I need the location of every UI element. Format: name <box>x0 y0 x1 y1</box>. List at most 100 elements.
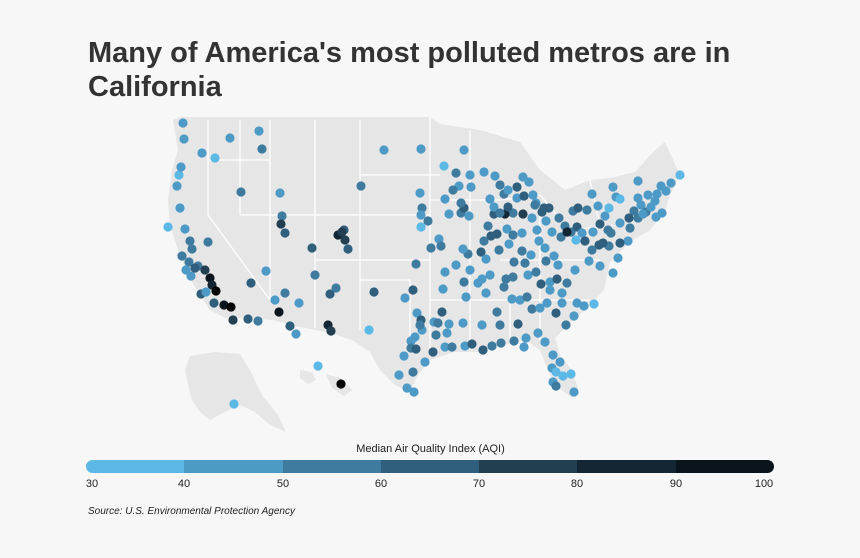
metro-dot <box>553 260 563 270</box>
metro-dot <box>364 325 374 335</box>
metro-dot <box>527 213 537 223</box>
metro-dot <box>508 272 518 282</box>
hawaii-shape <box>300 370 352 396</box>
metro-dot <box>201 287 211 297</box>
metro-dot <box>633 176 643 186</box>
metro-dot <box>534 236 544 246</box>
metro-dot <box>573 203 583 213</box>
metro-dot <box>176 162 186 172</box>
metro-dot <box>459 145 469 155</box>
metro-dot <box>517 246 527 256</box>
chart-title: Many of America's most polluted metros a… <box>88 37 731 103</box>
metro-dot <box>408 367 418 377</box>
metro-dot <box>551 381 561 391</box>
metro-dot <box>211 286 221 296</box>
metro-dot <box>569 387 579 397</box>
metro-dot <box>552 274 562 284</box>
metro-dot <box>571 235 581 245</box>
metro-dot <box>589 299 599 309</box>
metro-dot <box>336 379 346 389</box>
metro-dot <box>545 285 555 295</box>
metro-dot <box>539 203 549 213</box>
metro-dot <box>503 202 513 212</box>
metro-dot <box>523 270 533 280</box>
metro-dot <box>261 266 271 276</box>
metro-dot <box>440 194 450 204</box>
metro-dot <box>512 182 522 192</box>
metro-dot <box>519 191 529 201</box>
metro-dot <box>650 196 660 206</box>
metro-dot <box>577 228 587 238</box>
contiguous-us-shape <box>168 117 680 398</box>
metro-dot <box>527 304 537 314</box>
metro-dot <box>615 238 625 248</box>
metro-dot <box>257 144 267 154</box>
metro-dot <box>426 243 436 253</box>
metro-dot <box>274 307 284 317</box>
metro-dot <box>467 339 477 349</box>
metro-dot <box>485 270 495 280</box>
metro-dot <box>276 219 286 229</box>
legend-segment-50-60 <box>282 460 381 473</box>
metro-dot <box>236 187 246 197</box>
metro-dot <box>415 188 425 198</box>
metro-dot <box>580 236 590 246</box>
metro-dot <box>431 330 441 340</box>
metro-dot <box>172 181 182 191</box>
metro-dot <box>190 263 200 273</box>
metro-dot <box>541 216 551 226</box>
metro-dot <box>280 228 290 238</box>
metro-dot <box>608 182 618 192</box>
metro-dot <box>600 211 610 221</box>
metro-dot <box>502 224 512 234</box>
metro-dot <box>483 221 493 231</box>
metro-dot <box>461 292 471 302</box>
legend-tick-80: 80 <box>570 478 584 490</box>
metro-dot <box>428 347 438 357</box>
metro-dot <box>394 370 404 380</box>
legend-segment-90-100 <box>675 460 774 473</box>
metro-dot <box>633 193 643 203</box>
metro-dot <box>587 189 597 199</box>
metro-dot <box>570 265 580 275</box>
metro-dot <box>340 235 350 245</box>
legend-segment-30-40 <box>86 460 185 473</box>
metro-dot <box>205 273 215 283</box>
metro-dot <box>175 203 185 213</box>
metro-dot <box>518 172 528 182</box>
metro-dot <box>444 209 454 219</box>
metro-dot <box>572 298 582 308</box>
metro-dot <box>225 133 235 143</box>
metro-dot <box>400 293 410 303</box>
metro-dot <box>481 288 491 298</box>
metro-dot <box>507 294 517 304</box>
metro-dot <box>615 218 625 228</box>
metro-dot <box>595 219 605 229</box>
legend-color-scale <box>86 460 774 473</box>
metro-dot <box>379 145 389 155</box>
metro-dot <box>540 243 550 253</box>
metro-dot <box>557 298 567 308</box>
metro-dot <box>458 244 468 254</box>
metro-dot <box>562 227 572 237</box>
metro-dot <box>521 333 531 343</box>
metro-dot <box>535 303 545 313</box>
legend-tick-100: 100 <box>754 478 774 490</box>
metro-dot <box>666 178 676 188</box>
metro-dot <box>466 182 476 192</box>
legend-segment-80-90 <box>577 460 676 473</box>
metro-dot <box>163 222 173 232</box>
metro-dot <box>448 185 458 195</box>
metro-dot <box>254 126 264 136</box>
metro-dot <box>442 328 452 338</box>
metro-dot <box>416 144 426 154</box>
metro-dot <box>554 213 564 223</box>
metro-dot <box>253 316 263 326</box>
metro-dot <box>517 228 527 238</box>
metro-dot <box>465 170 475 180</box>
metro-dot <box>624 213 634 223</box>
metro-dot <box>459 277 469 287</box>
metro-dot <box>477 320 487 330</box>
metro-dot <box>219 300 229 310</box>
metro-dot <box>310 270 320 280</box>
